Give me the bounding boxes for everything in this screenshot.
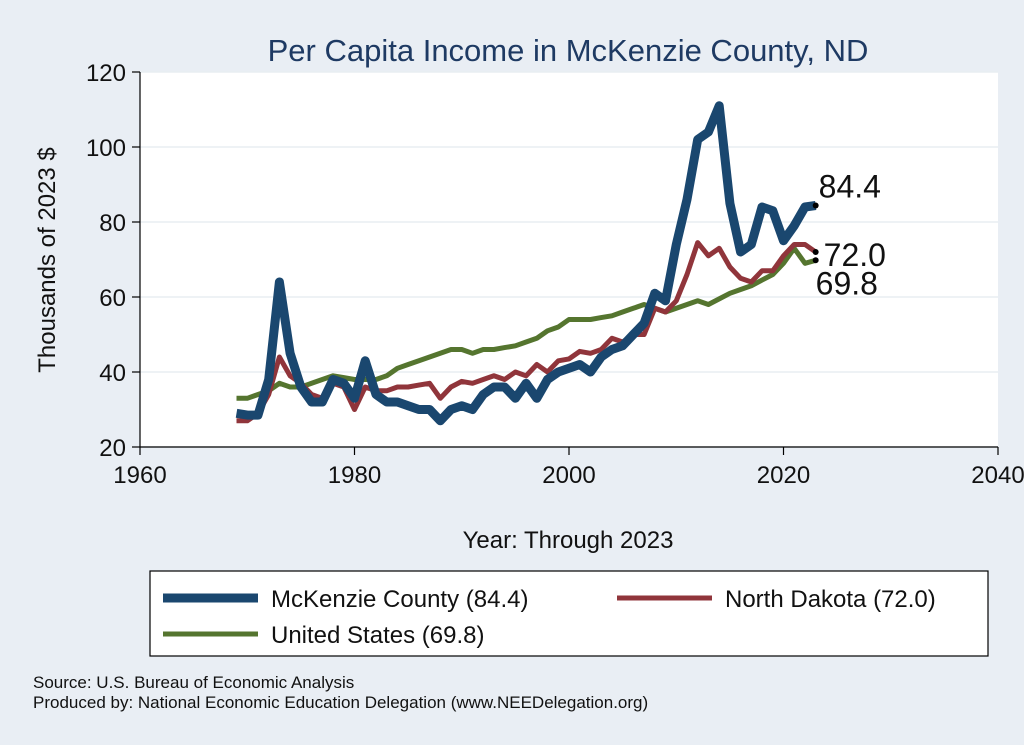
end-marker-2 (812, 257, 819, 264)
x-axis-title: Year: Through 2023 (463, 527, 674, 554)
end-labels: 84.4 72.069.8 (812, 169, 886, 301)
x-tick-label: 2040 (971, 462, 1024, 489)
x-tick-label: 1980 (328, 462, 381, 489)
legend-label-2: United States (69.8) (271, 622, 484, 649)
legend: McKenzie County (84.4) North Dakota (72.0… (163, 586, 936, 649)
y-tick-label: 120 (86, 60, 126, 87)
y-tick-label: 20 (99, 435, 126, 462)
source-line-2: Produced by: National Economic Education… (33, 693, 648, 712)
y-tick-label: 100 (86, 135, 126, 162)
x-ticks: 1960 1980 2000 2020 2040 (113, 447, 1024, 489)
y-axis-title: Thousands of 2023 $ (34, 147, 61, 373)
end-label-1: 72.0 (824, 237, 886, 273)
series-lines (235, 101, 818, 426)
series-line-0 (235, 101, 817, 426)
end-marker-0 (812, 202, 819, 209)
legend-box (149, 570, 989, 657)
y-tick-label: 40 (99, 360, 126, 387)
end-marker-1 (812, 249, 819, 255)
x-tick-label: 2000 (542, 462, 595, 489)
y-ticks: 20 40 60 80 100 120 (86, 60, 140, 462)
legend-label-0: McKenzie County (84.4) (271, 586, 528, 613)
x-tick-label: 1960 (113, 462, 166, 489)
x-tick-label: 2020 (757, 462, 810, 489)
end-label-2: 69.8 (816, 265, 878, 301)
source-line-1: Source: U.S. Bureau of Economic Analysis (33, 673, 354, 692)
legend-label-1: North Dakota (72.0) (725, 586, 936, 613)
y-tick-label: 80 (99, 210, 126, 237)
end-label-0: 84.4 (819, 169, 881, 205)
y-tick-label: 60 (99, 285, 126, 312)
chart-title: Per Capita Income in McKenzie County, ND (268, 33, 869, 68)
